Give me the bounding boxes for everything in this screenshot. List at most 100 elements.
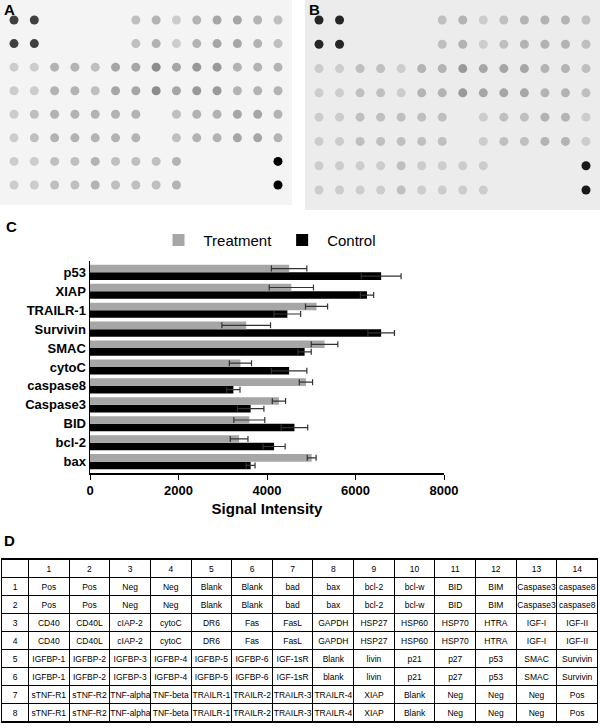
html-text:p21: p21 (407, 653, 422, 664)
html-text:CD40L: CD40L (76, 635, 103, 646)
html-text:p27: p27 (448, 653, 463, 664)
html-text:IGFBP-2: IGFBP-2 (72, 653, 106, 664)
html-text:GAPDH: GAPDH (318, 635, 349, 646)
html-text:IGFBP-2: IGFBP-2 (72, 671, 106, 682)
html-text:IGFBP-3: IGFBP-3 (113, 671, 147, 682)
svg-text:caspase8: caspase8 (27, 378, 86, 393)
html-text:HSP70: HSP70 (441, 617, 469, 628)
html-text:Blank: Blank (241, 599, 263, 610)
html-text:IGFBP-6: IGFBP-6 (235, 671, 269, 682)
html-text:cytoC: cytoC (159, 617, 182, 628)
html-text:Blank: Blank (200, 581, 222, 592)
html-text:cytoC: cytoC (159, 635, 182, 646)
html-text:IGF-1sR: IGF-1sR (276, 671, 309, 682)
html-text:Caspase3 caspase8: Caspase3 caspase8 (517, 581, 596, 592)
html-text:Pos: Pos (41, 581, 57, 592)
html-text:GAPDH: GAPDH (318, 617, 349, 628)
html-text:Neg: Neg (122, 581, 138, 592)
html-text:10: 10 (409, 563, 420, 574)
html-text:bad: bad (285, 581, 300, 592)
html-text:Pos: Pos (82, 581, 97, 592)
html-text:D: D (4, 532, 15, 549)
svg-text:6000: 6000 (341, 483, 370, 498)
html-text:livin: livin (366, 653, 382, 664)
html-text:Blank: Blank (322, 653, 344, 664)
html-text:Pos: Pos (82, 599, 97, 610)
html-text:HSP60: HSP60 (401, 617, 428, 628)
svg-text:Treatment: Treatment (204, 232, 273, 249)
html-text:IGFBP-6: IGFBP-6 (235, 653, 269, 664)
html-text:BIM: BIM (488, 599, 504, 610)
html-text:BID: BID (448, 581, 463, 592)
html-text:IGFBP-5: IGFBP-5 (194, 653, 228, 664)
svg-text:bax: bax (63, 454, 86, 469)
svg-text:A: A (4, 1, 15, 18)
html-text:Survivin: Survivin (562, 653, 593, 664)
html-text:bax: bax (326, 581, 341, 592)
html-text:IGF-II: IGF-II (566, 635, 588, 646)
svg-text:Control: Control (327, 232, 375, 249)
svg-text:Caspase3: Caspase3 (25, 397, 86, 412)
svg-text:bcl-2: bcl-2 (56, 435, 86, 450)
svg-text:TRAILR-1: TRAILR-1 (27, 303, 86, 318)
html-text:cIAP-2: cIAP-2 (117, 635, 143, 646)
html-text:IGFBP-1: IGFBP-1 (32, 671, 66, 682)
html-text:13: 13 (531, 563, 542, 574)
svg-text:2000: 2000 (164, 483, 193, 498)
html-text:Neg: Neg (162, 599, 179, 610)
html-text:Fas: Fas (244, 617, 260, 628)
html-text:HTRA: HTRA (484, 635, 508, 646)
html-text:Pos: Pos (41, 599, 57, 610)
html-text:CD40: CD40 (38, 635, 60, 646)
html-text:SMAC: SMAC (524, 653, 549, 664)
html-text:CD40: CD40 (38, 617, 60, 628)
html-text:IGF-I: IGF-I (526, 635, 547, 646)
html-text:Fas: Fas (244, 635, 260, 646)
html-text:DR6: DR6 (202, 617, 220, 628)
html-text:FasL: FasL (283, 617, 303, 628)
svg-text:Signal Intensity: Signal Intensity (212, 500, 324, 517)
html-text:HSP70: HSP70 (441, 635, 469, 646)
html-text:bcl-2: bcl-2 (364, 581, 384, 592)
html-text:Blank: Blank (200, 599, 222, 610)
html-text:FasL: FasL (283, 635, 303, 646)
html-text:Caspase3 caspase8: Caspase3 caspase8 (517, 599, 596, 610)
html-text:IGF-II: IGF-II (566, 617, 588, 628)
html-text:HSP27: HSP27 (360, 617, 388, 628)
html-text:HSP60: HSP60 (401, 635, 428, 646)
html-text:HTRA: HTRA (484, 617, 508, 628)
html-text:bax: bax (326, 599, 341, 610)
svg-text:Survivin: Survivin (35, 322, 86, 337)
html-text:HSP27: HSP27 (360, 635, 388, 646)
html-text:IGFBP-4: IGFBP-4 (154, 653, 188, 664)
html-text:bad: bad (285, 599, 300, 610)
html-text:p53: p53 (488, 653, 503, 664)
svg-text:BID: BID (64, 416, 86, 431)
svg-text:B: B (309, 1, 320, 18)
html-text:Neg: Neg (122, 599, 138, 610)
html-text:Neg: Neg (162, 581, 179, 592)
html-text:bcl-2: bcl-2 (364, 599, 384, 610)
html-text:bcl-w: bcl-w (404, 599, 425, 610)
html-text:Blank: Blank (241, 581, 263, 592)
svg-text:XIAP: XIAP (56, 284, 87, 299)
html-text:IGF-1sR: IGF-1sR (276, 653, 309, 664)
html-text:C: C (6, 218, 17, 235)
svg-text:SMAC: SMAC (48, 341, 87, 356)
svg-text:cytoC: cytoC (50, 360, 87, 375)
html-text:IGFBP-3: IGFBP-3 (113, 653, 147, 664)
svg-text:p53: p53 (63, 265, 85, 280)
html-text:IGF-I: IGF-I (526, 617, 547, 628)
html-text:IGFBP-5: IGFBP-5 (194, 671, 228, 682)
html-text:IGFBP-1: IGFBP-1 (32, 653, 66, 664)
html-text:BID: BID (448, 599, 463, 610)
html-text:cIAP-2: cIAP-2 (117, 617, 143, 628)
html-text:CD40L: CD40L (76, 617, 103, 628)
svg-text:0: 0 (86, 483, 93, 498)
html-text:DR6: DR6 (202, 635, 220, 646)
html-text:IGFBP-4: IGFBP-4 (154, 671, 188, 682)
svg-text:8000: 8000 (430, 483, 459, 498)
svg-text:4000: 4000 (253, 483, 282, 498)
html-text:bcl-w: bcl-w (404, 581, 425, 592)
html-text:BIM: BIM (488, 581, 504, 592)
